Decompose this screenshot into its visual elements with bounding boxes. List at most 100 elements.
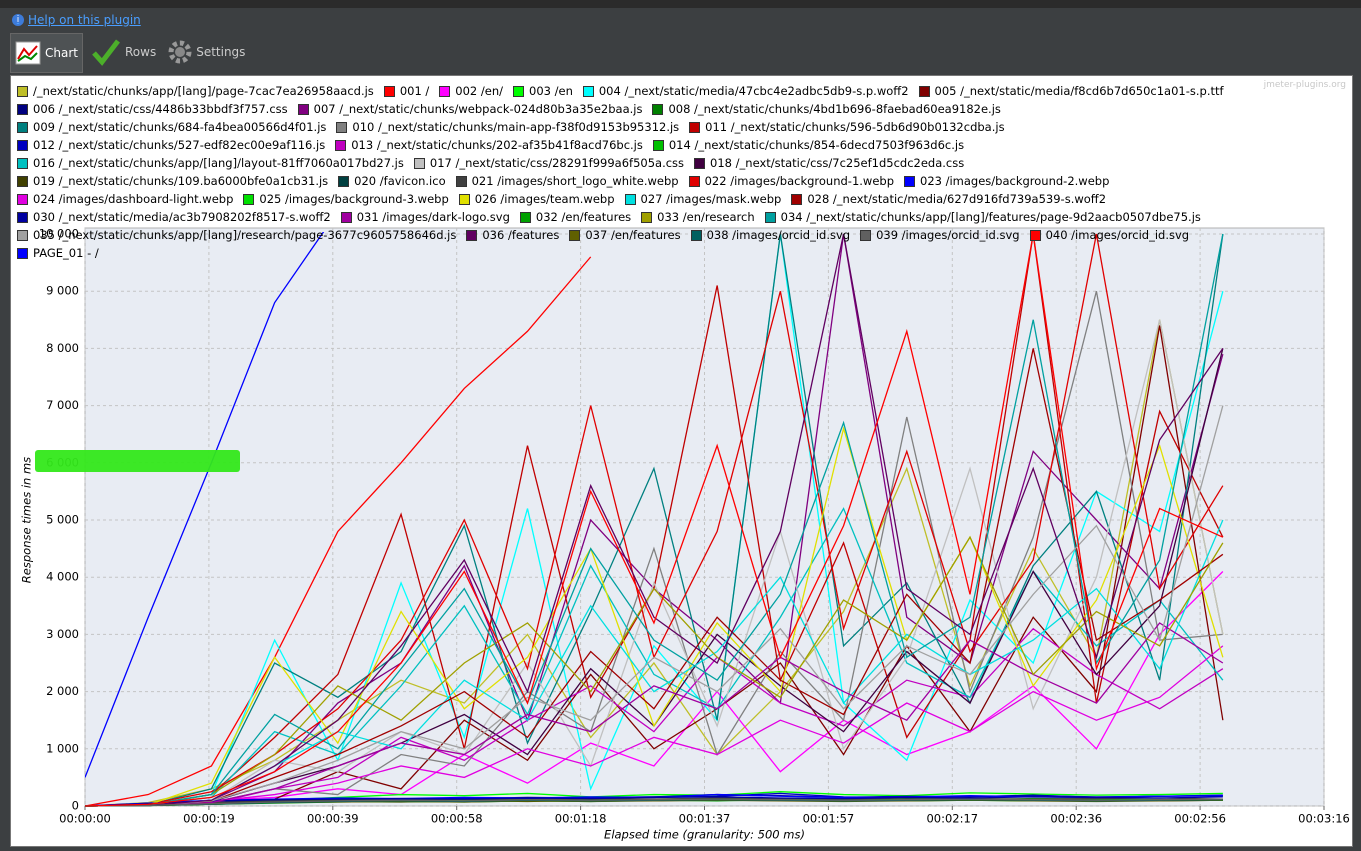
legend-label: 033 /en/research [657, 210, 755, 224]
legend-swatch [689, 121, 701, 133]
legend-item: 005 /_next/static/media/f8cd6b7d650c1a01… [918, 82, 1224, 100]
legend-swatch [338, 175, 350, 187]
legend-item: 037 /en/features [569, 226, 681, 244]
legend-label: 030 /_next/static/media/ac3b7908202f8517… [33, 210, 331, 224]
legend-label: 026 /images/team.webp [474, 192, 615, 206]
legend-label: 007 /_next/static/chunks/webpack-024d80b… [313, 102, 643, 116]
legend-swatch [791, 193, 803, 205]
series-line [85, 319, 1224, 807]
y-tick-label: 1 000 [46, 741, 79, 755]
legend-item: 028 /_next/static/media/627d916fd739a539… [791, 190, 1106, 208]
highlight-marker [35, 450, 240, 472]
x-tick-label: 00:02:56 [1174, 812, 1226, 826]
legend-item: /_next/static/chunks/app/[lang]/page-7ca… [17, 82, 374, 100]
legend-swatch [513, 85, 525, 97]
legend-item: 038 /images/orcid_id.svg [690, 226, 850, 244]
series-line [85, 405, 1224, 807]
legend-swatch [918, 85, 930, 97]
legend-label: 003 /en [529, 84, 573, 98]
x-tick-label: 00:00:19 [183, 812, 235, 826]
tab[interactable]: Rows [87, 33, 160, 71]
y-tick-label: 4 000 [46, 570, 79, 584]
x-tick-label: 00:01:18 [555, 812, 607, 826]
x-tick-label: 00:00:58 [431, 812, 483, 826]
legend-label: 001 / [399, 84, 430, 98]
legend-item: 036 /features [466, 226, 559, 244]
legend-label: 017 /_next/static/css/28291f999a6f505a.c… [429, 156, 685, 170]
legend-swatch [17, 175, 28, 187]
legend-label: 012 /_next/static/chunks/527-edf82ec00e9… [33, 138, 326, 152]
legend-item: 020 /favicon.ico [338, 172, 446, 190]
series-line [85, 256, 592, 807]
legend-label: 018 /_next/static/css/7c25ef1d5cdc2eda.c… [710, 156, 965, 170]
y-tick-label: 3 000 [46, 627, 79, 641]
legend-item: 008 /_next/static/chunks/4bd1b696-8faeba… [652, 100, 1001, 118]
legend-item: 009 /_next/static/chunks/684-fa4bea00566… [17, 118, 326, 136]
tab-label: Chart [45, 46, 78, 60]
legend-swatch [439, 85, 451, 97]
help[interactable]: i Help on this plugin [12, 13, 141, 27]
legend-label: 040 /images/orcid_id.svg [1045, 228, 1190, 242]
legend-item: 017 /_next/static/css/28291f999a6f505a.c… [413, 154, 685, 172]
legend-swatch [624, 193, 636, 205]
x-tick-label: 00:00:00 [59, 812, 111, 826]
legend-label: 028 /_next/static/media/627d916fd739a539… [807, 192, 1107, 206]
legend-label: PAGE_01 - / [33, 246, 99, 260]
legend-swatch [582, 85, 594, 97]
legend-swatch [17, 247, 28, 259]
help-link[interactable]: Help on this plugin [28, 13, 141, 27]
legend-item: 031 /images/dark-logo.svg [340, 208, 510, 226]
x-axis-label: Elapsed time (granularity: 500 ms) [604, 828, 805, 842]
y-tick-label: 5 000 [46, 513, 79, 527]
legend-label: 013 /_next/static/chunks/202-af35b41f8ac… [351, 138, 643, 152]
y-tick-label: 10 000 [39, 227, 79, 241]
legend-swatch [904, 175, 915, 187]
legend-item: 039 /images/orcid_id.svg [860, 226, 1020, 244]
series-line [85, 233, 1224, 807]
legend-item: 019 /_next/static/chunks/109.ba6000bfe0a… [17, 172, 328, 190]
legend-item: 003 /en [513, 82, 573, 100]
legend-item: 001 / [383, 82, 430, 100]
legend-swatch [17, 211, 28, 223]
legend-label: 016 /_next/static/chunks/app/[lang]/layo… [33, 156, 404, 170]
legend-item: 011 /_next/static/chunks/596-5db6d90b013… [689, 118, 1005, 136]
legend-label: 025 /images/background-3.webp [259, 192, 449, 206]
y-tick-label: 2 000 [46, 684, 79, 698]
legend-swatch [336, 121, 348, 133]
legend-label: 032 /en/features [535, 210, 632, 224]
legend-item: 026 /images/team.webp [458, 190, 615, 208]
legend-item: 014 /_next/static/chunks/854-6decd7503f9… [652, 136, 964, 154]
legend-swatch [17, 103, 28, 115]
rows-icon [92, 39, 120, 66]
series-line [85, 798, 1223, 807]
legend-item: 012 /_next/static/chunks/527-edf82ec00e9… [17, 136, 325, 154]
x-tick-label: 00:00:39 [307, 812, 359, 826]
tab[interactable]: Chart [10, 33, 83, 73]
legend-swatch [569, 229, 581, 241]
legend-swatch [458, 193, 470, 205]
legend-swatch [1029, 229, 1041, 241]
settings-icon [168, 40, 192, 64]
legend-label: 004 /_next/static/media/47cbc4e2adbc5db9… [598, 84, 909, 98]
x-tick-label: 00:02:17 [926, 812, 978, 826]
tab[interactable]: Settings [164, 33, 249, 71]
series-line [85, 233, 1224, 807]
legend-swatch [17, 193, 28, 205]
legend-label: 019 /_next/static/chunks/109.ba6000bfe0a… [33, 174, 329, 188]
tabs: Chart Rows Settings [10, 33, 249, 73]
info-icon: i [12, 14, 24, 26]
legend-label: 027 /images/mask.webp [640, 192, 782, 206]
legend-item: 035 /_next/static/chunks/app/[lang]/rese… [17, 226, 456, 244]
legend-label: 023 /images/background-2.webp [920, 174, 1110, 188]
legend-item: 025 /images/background-3.webp [243, 190, 449, 208]
legend-item: 027 /images/mask.webp [624, 190, 782, 208]
series-line [85, 233, 1224, 807]
legend-item: 034 /_next/static/chunks/app/[lang]/feat… [764, 208, 1201, 226]
legend-item: 007 /_next/static/chunks/webpack-024d80b… [297, 100, 643, 118]
legend-label: 021 /images/short_logo_white.webp [471, 174, 679, 188]
y-tick-label: 7 000 [46, 398, 79, 412]
legend-label: 022 /images/background-1.webp [704, 174, 894, 188]
legend-label: 039 /images/orcid_id.svg [876, 228, 1020, 242]
